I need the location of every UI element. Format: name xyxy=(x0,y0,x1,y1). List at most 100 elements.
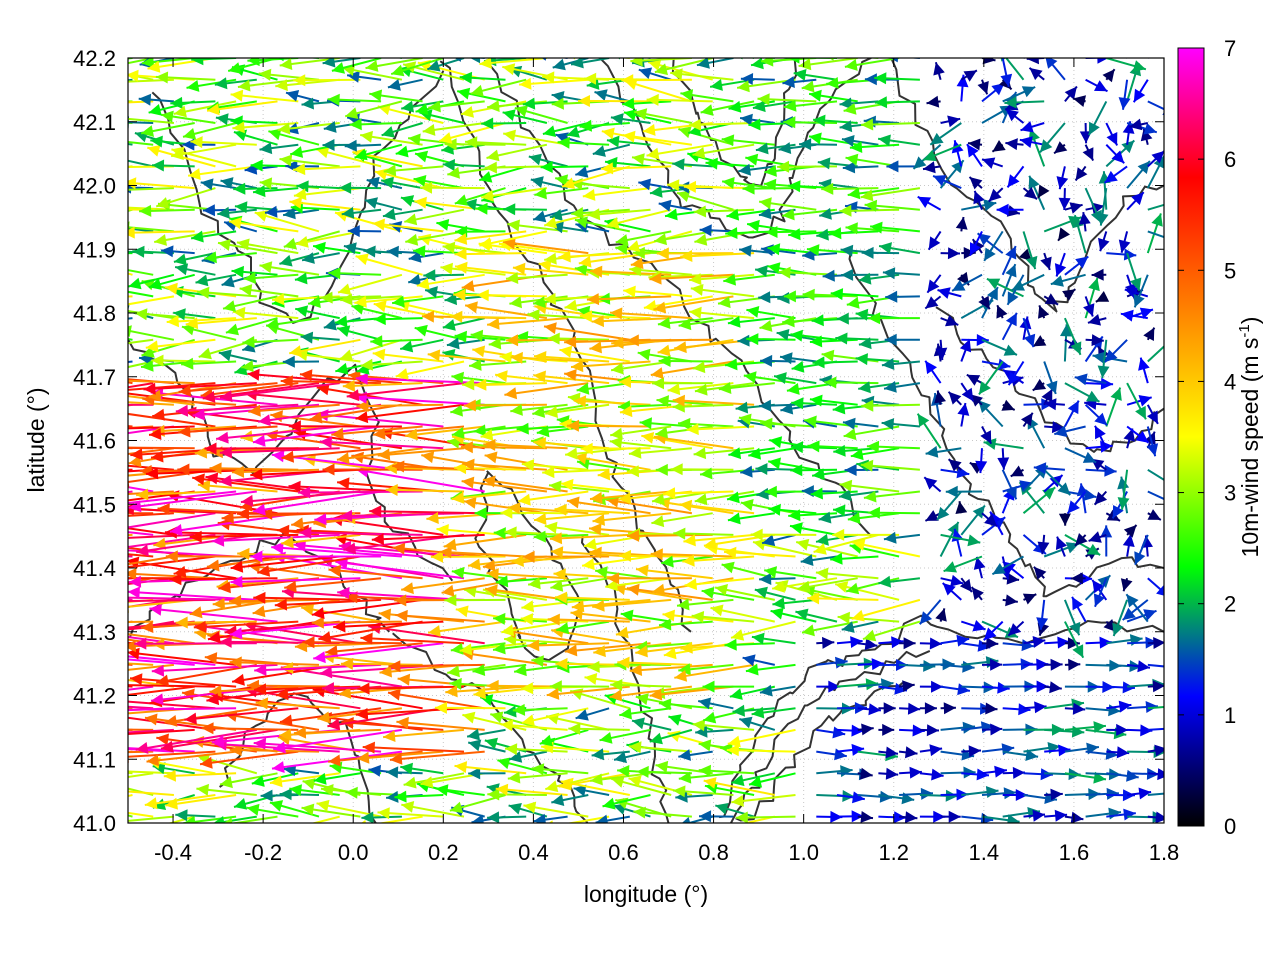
wind-vector xyxy=(270,773,340,787)
wind-vector xyxy=(861,119,920,131)
wind-vector xyxy=(472,815,506,827)
wind-vector xyxy=(830,553,878,565)
wind-vector xyxy=(843,418,879,430)
wind-vector xyxy=(1148,578,1169,597)
wind-vector xyxy=(113,815,174,827)
wind-vector xyxy=(1088,314,1106,326)
y-tick-label: 41.7 xyxy=(73,365,116,390)
wind-vector xyxy=(1024,487,1056,513)
wind-vector xyxy=(1059,513,1071,526)
x-tick-label: 0.4 xyxy=(518,840,549,865)
wind-vector xyxy=(956,217,968,231)
wind-vector xyxy=(106,296,174,312)
wind-vector xyxy=(1118,470,1130,510)
x-tick-label: 0.2 xyxy=(428,840,459,865)
wind-vector xyxy=(444,535,526,551)
wind-vector xyxy=(982,158,1003,169)
wind-vector xyxy=(1134,80,1148,103)
colorbar-tick-label: 1 xyxy=(1224,703,1236,728)
wind-vector xyxy=(1065,401,1079,427)
wind-vector xyxy=(736,812,796,824)
x-tick-label: -0.2 xyxy=(244,840,282,865)
wind-vector xyxy=(253,185,298,197)
wind-vector xyxy=(918,414,941,449)
wind-vector xyxy=(596,815,630,827)
wind-vector xyxy=(1059,188,1071,210)
wind-vector xyxy=(1148,637,1166,649)
wind-vector xyxy=(1040,253,1051,270)
colorbar-tick-label: 4 xyxy=(1224,369,1236,394)
wind-vector xyxy=(1003,313,1017,340)
wind-vector xyxy=(465,136,526,148)
wind-vector xyxy=(1044,362,1057,394)
y-tick-label: 42.1 xyxy=(73,110,116,135)
wind-vector xyxy=(506,272,568,284)
wind-vector xyxy=(1073,95,1086,107)
wind-vector xyxy=(885,334,920,346)
wind-vector xyxy=(739,717,775,730)
wind-vector xyxy=(467,729,505,741)
wind-vector xyxy=(1148,101,1176,115)
wind-vector xyxy=(935,608,947,621)
wind-vector xyxy=(340,340,402,361)
wind-vector xyxy=(691,284,754,296)
wind-vector xyxy=(384,165,444,177)
wind-vector xyxy=(899,637,916,649)
wind-vector xyxy=(961,383,973,401)
wind-vector xyxy=(816,727,845,739)
wind-vector xyxy=(979,362,1003,395)
wind-vector xyxy=(1103,36,1128,59)
wind-vector xyxy=(435,702,506,714)
wind-vector xyxy=(156,72,216,84)
wind-vector xyxy=(1008,166,1024,187)
wind-vector xyxy=(967,144,982,166)
x-tick-label: 0.0 xyxy=(338,840,369,865)
wind-vector xyxy=(925,361,940,383)
wind-vector xyxy=(1105,166,1128,182)
wind-vector xyxy=(1020,136,1044,148)
y-tick-label: 42.2 xyxy=(73,46,116,71)
wind-vector xyxy=(1121,578,1133,591)
wind-vector xyxy=(369,90,422,102)
wind-vector xyxy=(950,44,962,58)
wind-vector xyxy=(583,188,651,201)
wind-vector xyxy=(1030,68,1045,80)
wind-vector xyxy=(250,551,381,563)
wind-vector xyxy=(883,267,920,279)
wind-vector xyxy=(1001,400,1014,411)
wind-vector xyxy=(1065,257,1088,275)
wind-vector xyxy=(899,703,920,715)
wind-vector xyxy=(534,437,609,449)
wind-vector xyxy=(1038,305,1049,318)
wind-vector xyxy=(929,231,941,249)
wind-vector xyxy=(997,448,1009,470)
wind-vector xyxy=(437,524,506,536)
wind-vector xyxy=(146,340,216,353)
wind-vector xyxy=(1055,32,1066,58)
wind-vector xyxy=(746,306,795,318)
wind-vector xyxy=(768,458,816,470)
wind-vector xyxy=(1083,145,1094,161)
wind-vector xyxy=(124,177,195,189)
wind-vector xyxy=(400,340,443,353)
wind-vector xyxy=(899,767,922,779)
wind-vector xyxy=(955,501,967,514)
wind-vector xyxy=(161,245,195,257)
wind-vector xyxy=(760,685,796,697)
wind-vector xyxy=(600,730,651,744)
wind-vector xyxy=(790,522,837,535)
wind-vector xyxy=(483,439,567,451)
wind-vector xyxy=(1033,379,1046,391)
wind-vector xyxy=(551,794,588,806)
wind-vector xyxy=(816,568,879,580)
wind-vector xyxy=(428,622,505,637)
wind-vector xyxy=(941,811,961,823)
wind-vector xyxy=(100,261,153,275)
wind-vector xyxy=(95,77,133,89)
wind-vector xyxy=(1148,155,1165,188)
wind-vector xyxy=(1134,535,1148,565)
wind-vector xyxy=(949,459,962,471)
wind-vector xyxy=(1033,335,1046,346)
wind-vector xyxy=(740,466,775,478)
